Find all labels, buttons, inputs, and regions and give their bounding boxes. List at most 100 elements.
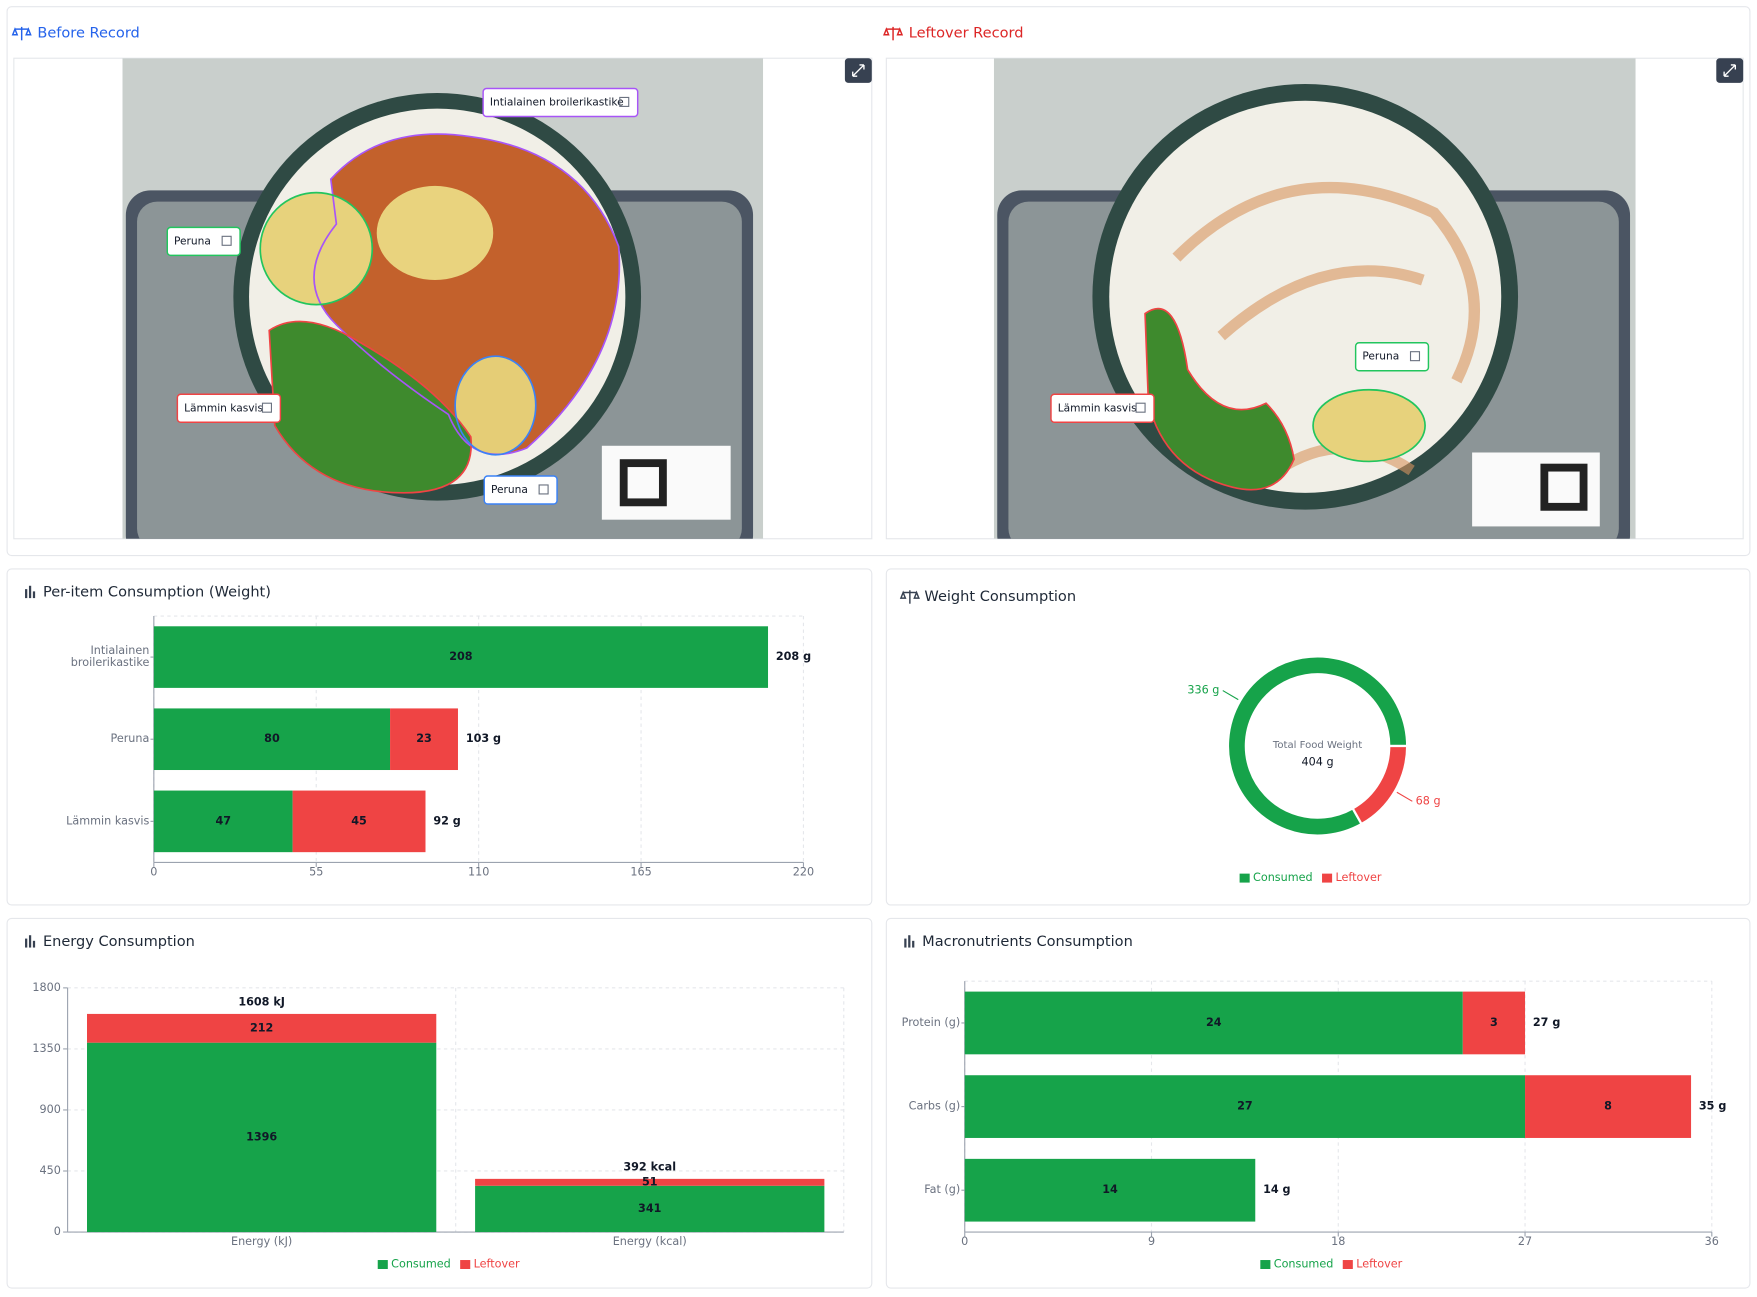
bar-segment (964, 1075, 1526, 1138)
total-label: 208 g (776, 650, 811, 663)
y-tick-label: 0 (54, 1225, 61, 1238)
bar-segment (1462, 991, 1526, 1055)
x-tick-label: 0 (961, 1235, 968, 1248)
edit-icon[interactable] (261, 402, 273, 413)
data-label: 45 (351, 814, 367, 827)
edit-icon[interactable] (619, 96, 630, 107)
data-label: 3 (1490, 1016, 1498, 1029)
x-tick-label: Energy (kJ) (231, 1235, 292, 1248)
leftover-photo (993, 58, 1636, 539)
leader-line (1396, 791, 1413, 802)
x-tick-label: 27 (1518, 1235, 1532, 1248)
edit-icon[interactable] (1409, 351, 1421, 362)
food-label-text: Lämmin kasvis (184, 401, 263, 414)
food-label-box (166, 226, 241, 257)
total-label: 1608 kJ (238, 996, 285, 1009)
food-label[interactable]: Intialainen broilerikastike (482, 87, 639, 118)
legend-label: Consumed (391, 1258, 451, 1271)
food-label-text: Intialainen broilerikastike (490, 95, 624, 108)
total-label: 27 g (1533, 1016, 1560, 1029)
food-label-text: Peruna (1362, 350, 1399, 363)
food-label-text: Lämmin kasvis (1058, 401, 1137, 414)
leader-line (1222, 690, 1239, 701)
food-label-box (1354, 342, 1430, 372)
total-label: 392 kcal (623, 1161, 676, 1174)
x-tick-label: 220 (793, 866, 814, 879)
legend-swatch (1322, 873, 1333, 883)
food-label[interactable]: Peruna (166, 226, 241, 257)
food-label[interactable]: Lämmin kasvis (176, 393, 282, 423)
bar-segment (86, 1042, 437, 1233)
x-tick-label: 110 (468, 866, 489, 879)
before-photo (122, 58, 764, 539)
food-label[interactable]: Peruna (1354, 342, 1430, 372)
legend-swatch (377, 1260, 388, 1269)
legend-label: Leftover (1356, 1258, 1402, 1271)
bar-segment (153, 708, 391, 771)
legend-swatch (1260, 1260, 1271, 1269)
x-tick-label: Energy (kcal) (613, 1235, 687, 1248)
x-tick-label: 165 (630, 866, 651, 879)
data-label: 8 (1604, 1100, 1612, 1113)
x-tick-label: 9 (1148, 1235, 1155, 1248)
bar-segment (475, 1185, 825, 1233)
food-label-box (482, 87, 639, 118)
food-label[interactable]: Peruna (483, 475, 558, 505)
total-label: 35 g (1699, 1100, 1726, 1113)
x-tick-label: 18 (1331, 1235, 1345, 1248)
chart-icon (25, 585, 915, 948)
food-label-box (1050, 393, 1155, 423)
scale-icon (883, 26, 904, 41)
bar-segment (292, 790, 426, 853)
total-label: 92 g (433, 814, 460, 827)
food-label-text: Peruna (491, 483, 528, 496)
data-label: 68 g (1416, 794, 1441, 807)
bar-segment (153, 626, 769, 688)
panel-title: Leftover Record (909, 25, 1024, 42)
x-tick-label: 55 (309, 866, 323, 879)
food-label[interactable]: Lämmin kasvis (1050, 393, 1155, 423)
edit-icon[interactable] (221, 235, 232, 246)
chart-title: Weight Consumption (924, 588, 1076, 605)
donut-segment (1351, 744, 1409, 826)
data-label: 208 (449, 650, 473, 663)
edit-icon[interactable] (538, 484, 549, 495)
edit-icon[interactable] (1135, 402, 1146, 413)
bar-segment (964, 991, 1463, 1055)
donut-segment (1226, 655, 1409, 837)
data-label: 47 (215, 814, 231, 827)
y-tick-label: 900 (40, 1103, 61, 1116)
y-tick-label: Carbs (g) (909, 1100, 961, 1113)
data-label: 24 (1206, 1016, 1222, 1029)
bar-segment (153, 790, 293, 853)
legend-swatch (460, 1260, 471, 1269)
total-label: 103 g (466, 732, 501, 745)
food-label-box (483, 475, 558, 505)
expand-button[interactable] (844, 58, 872, 83)
expand-button[interactable] (1716, 58, 1744, 83)
center-label: 404 g (1302, 756, 1334, 769)
x-tick-label: 36 (1705, 1235, 1719, 1248)
legend-label: Leftover (474, 1258, 520, 1271)
chart-card (885, 568, 1751, 906)
bar-segment (86, 1013, 437, 1043)
legend-label: Consumed (1274, 1258, 1334, 1271)
data-label: 341 (638, 1202, 662, 1215)
data-label: 1396 (246, 1130, 277, 1143)
data-label: 23 (416, 732, 432, 745)
scale-icon (11, 26, 32, 41)
chart-title: Energy Consumption (43, 933, 195, 950)
chart-title: Macronutrients Consumption (922, 933, 1133, 950)
legend-swatch (1239, 873, 1250, 883)
center-title: Total Food Weight (1272, 740, 1362, 751)
data-label: 14 (1102, 1183, 1118, 1196)
data-label: 27 (1237, 1100, 1253, 1113)
data-label: 336 g (1187, 684, 1219, 697)
bar-segment (964, 1158, 1256, 1222)
y-tick-label: Lämmin kasvis (66, 814, 149, 827)
legend-label: Leftover (1335, 871, 1381, 884)
total-label: 14 g (1263, 1183, 1290, 1196)
y-tick-label: 450 (40, 1164, 61, 1177)
food-label-text: Peruna (174, 234, 211, 247)
y-tick-label: Intialainen broilerikastike (67, 644, 149, 669)
